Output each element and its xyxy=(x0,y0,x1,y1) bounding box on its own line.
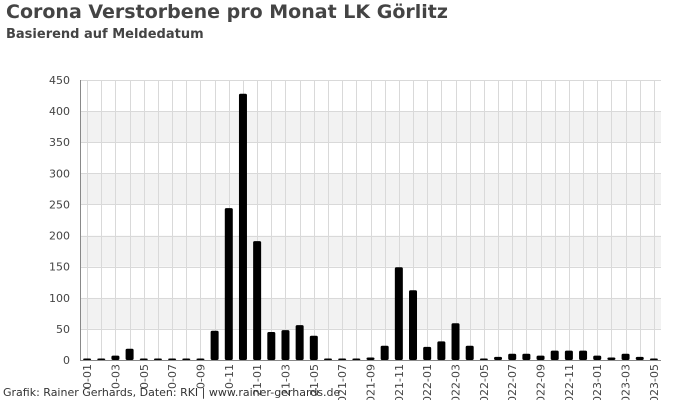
bar-2021-04 xyxy=(295,325,304,360)
y-tick-labels: 0 50 100 150 200 250 300 350 400 450 xyxy=(49,74,70,367)
bar-2020-03 xyxy=(111,355,120,360)
y-tick-label: 450 xyxy=(49,74,70,87)
bar-2023-03 xyxy=(621,353,630,360)
y-tick-label: 350 xyxy=(49,136,70,149)
background-bands xyxy=(80,80,661,360)
bar-2020-07 xyxy=(168,358,177,360)
y-tick-label: 400 xyxy=(49,105,70,118)
chart-title: Corona Verstorbene pro Monat LK Görlitz xyxy=(6,1,448,23)
bar-2021-10 xyxy=(380,345,389,360)
bar-2021-12 xyxy=(409,290,418,360)
x-tick-label: 023-03 xyxy=(620,364,633,400)
bar-2022-07 xyxy=(508,353,517,360)
x-tick-label: 022-11 xyxy=(563,364,576,400)
x-tick-label: 0-03 xyxy=(109,364,122,389)
background-band xyxy=(80,328,661,360)
y-tick-label: 250 xyxy=(49,198,70,211)
bar-2020-09 xyxy=(196,358,205,360)
bar-2022-09 xyxy=(536,355,545,360)
x-tick-label: 022-05 xyxy=(478,364,491,400)
bar-2021-06 xyxy=(323,358,332,360)
x-tick-label: 021-11 xyxy=(393,364,406,400)
x-tick-label: 0-01 xyxy=(81,364,94,389)
background-band xyxy=(80,297,661,329)
background-band xyxy=(80,266,661,298)
bar-2020-04 xyxy=(125,348,134,360)
x-tick-labels: 0-01 0-03 0-05 0-07 0-09 0-11 21-01 21-03 21-05 0… xyxy=(81,364,661,400)
bar-2022-10 xyxy=(550,350,559,360)
bar-2021-05 xyxy=(309,335,318,360)
x-tick-label: 021-09 xyxy=(365,364,378,400)
bar-2020-01 xyxy=(83,358,92,360)
bar-2023-04 xyxy=(635,356,644,360)
bar-2022-04 xyxy=(465,345,474,360)
bar-2022-05 xyxy=(479,358,488,360)
y-tick-label: 50 xyxy=(56,323,70,336)
bar-2021-08 xyxy=(352,358,361,360)
bar-2023-05 xyxy=(649,358,658,360)
background-band xyxy=(80,80,661,112)
bar-2022-06 xyxy=(494,356,503,360)
bar-2020-06 xyxy=(153,358,162,360)
axes xyxy=(80,80,661,361)
bar-2020-10 xyxy=(210,330,219,360)
bar-2020-05 xyxy=(139,358,148,360)
y-tick-label: 300 xyxy=(49,167,70,180)
bar-2023-01 xyxy=(593,355,602,360)
bar-2020-08 xyxy=(182,358,191,360)
bar-2023-02 xyxy=(607,357,616,360)
x-tick-label: 022-01 xyxy=(421,364,434,400)
x-tick-label: 021-07 xyxy=(336,364,349,400)
x-tick-label: 0-05 xyxy=(138,364,151,389)
bar-2021-01 xyxy=(253,241,262,360)
footer-credit: Grafik: Rainer Gerhards, Daten: RKI | ww… xyxy=(3,386,341,399)
x-tick-label: 023-05 xyxy=(648,364,661,400)
x-tick-label: 21-01 xyxy=(251,364,264,396)
y-tick-label: 100 xyxy=(49,292,70,305)
bar-2022-01 xyxy=(423,346,432,360)
x-tick-label: 022-09 xyxy=(535,364,548,400)
x-tick-label: 022-03 xyxy=(450,364,463,400)
bar-2022-08 xyxy=(522,353,531,360)
bar-2021-02 xyxy=(267,332,276,360)
bar-2022-03 xyxy=(451,323,460,360)
x-tick-label: 0-07 xyxy=(166,364,179,389)
x-tick-label: 0-11 xyxy=(223,364,236,389)
background-band xyxy=(80,173,661,205)
bar-2021-07 xyxy=(338,358,347,360)
y-tick-label: 0 xyxy=(63,354,70,367)
x-tick-label: 21-05 xyxy=(308,364,321,396)
y-tick-label: 150 xyxy=(49,261,70,274)
bar-2020-02 xyxy=(97,358,106,360)
x-tick-label: 023-01 xyxy=(591,364,604,400)
chart-subtitle: Basierend auf Meldedatum xyxy=(6,27,204,42)
background-band xyxy=(80,142,661,174)
bar-2022-02 xyxy=(437,341,446,360)
bars xyxy=(83,93,658,360)
background-band xyxy=(80,235,661,267)
background-band xyxy=(80,111,661,143)
bar-2020-12 xyxy=(238,93,247,360)
x-tick-label: 022-07 xyxy=(506,364,519,400)
bar-2022-11 xyxy=(564,350,573,360)
x-tick-label: 0-09 xyxy=(194,364,207,389)
bar-2021-03 xyxy=(281,330,290,360)
y-tick-label: 200 xyxy=(49,230,70,243)
background-band xyxy=(80,204,661,236)
bar-2021-09 xyxy=(366,357,375,360)
x-tick-label: 21-03 xyxy=(279,364,292,396)
bar-2022-12 xyxy=(579,350,588,360)
bar-2021-11 xyxy=(394,267,403,360)
bar-2020-11 xyxy=(224,208,233,360)
